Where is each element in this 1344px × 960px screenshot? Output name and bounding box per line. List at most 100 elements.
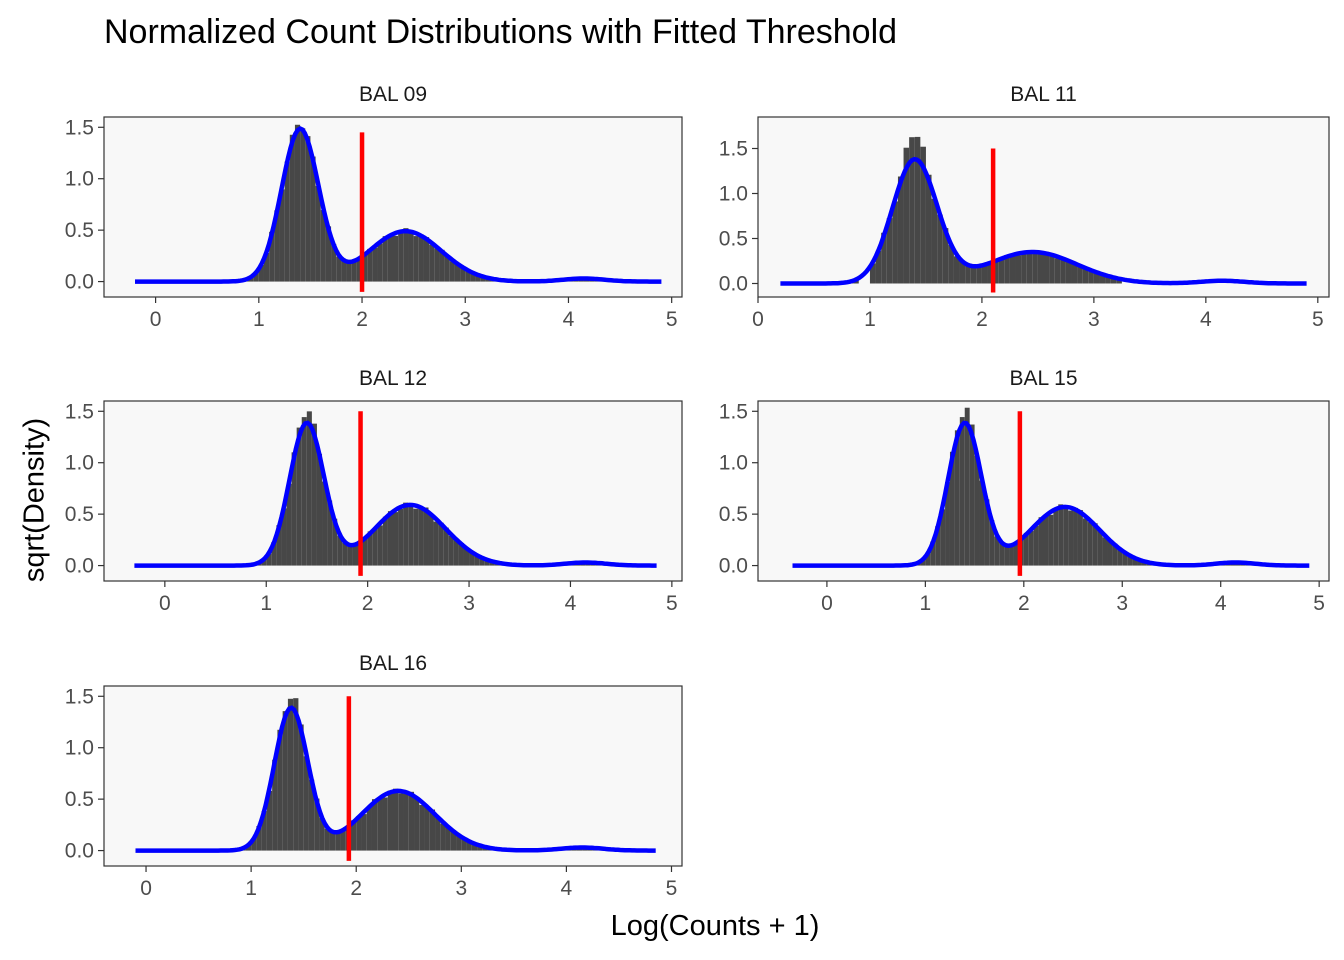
histogram-bar (1082, 518, 1088, 566)
histogram-bar (340, 830, 346, 851)
histogram-bar (1077, 266, 1083, 284)
histogram-bar (298, 724, 304, 851)
histogram-bar (454, 263, 461, 282)
histogram-bar (1092, 523, 1098, 566)
histogram-bar (408, 232, 414, 282)
histogram-bar (465, 270, 471, 282)
x-tick-label: 5 (1313, 592, 1325, 615)
histogram-bar (347, 543, 353, 566)
x-tick-label: 1 (864, 308, 876, 331)
histogram-bar (1087, 522, 1093, 566)
y-tick-label: 1.0 (719, 452, 748, 475)
y-tick-label: 1.0 (65, 452, 94, 475)
x-tick-label: 0 (752, 308, 764, 331)
histogram-bar (258, 264, 264, 282)
histogram-bar (475, 274, 481, 282)
histogram-bar (346, 260, 352, 282)
histogram-bar (1116, 278, 1122, 284)
histogram-bar (272, 759, 278, 851)
histogram-bar (460, 266, 466, 282)
panel-border (757, 400, 1330, 582)
histogram-bar (253, 271, 259, 282)
histogram-bar (1099, 274, 1106, 284)
histogram-bar (367, 248, 373, 282)
x-tick-label: 3 (455, 877, 467, 900)
histogram-bar (1053, 509, 1059, 566)
y-tick-label: 0.0 (65, 271, 94, 294)
histogram-bar (1013, 544, 1019, 566)
x-tick-label: 3 (459, 308, 471, 331)
histogram-bar (251, 838, 257, 851)
histogram-bar (276, 525, 282, 566)
density-curve (135, 126, 662, 284)
x-tick-label: 4 (565, 592, 577, 615)
histogram-bar (281, 508, 287, 566)
histogram-bar (976, 266, 982, 284)
facet-panel-1: BAL 09 0.0 0.5 1.0 1.5 0 1 2 3 4 5 (65, 83, 683, 331)
histogram-bar (372, 247, 378, 282)
histogram-bar (398, 793, 404, 851)
histogram-bar (393, 788, 399, 851)
histogram-bar (319, 818, 325, 851)
histogram-bar (408, 791, 415, 851)
histogram-bar (413, 508, 419, 566)
histogram-bar (444, 255, 450, 282)
histogram-bar (1037, 253, 1044, 284)
histogram-bar (937, 214, 943, 284)
histogram-bar (284, 161, 290, 282)
histogram-bar (261, 559, 267, 566)
histogram-bar (979, 480, 985, 566)
histogram-bar (463, 548, 470, 566)
histogram-bar (1082, 267, 1089, 284)
histogram-bar (886, 218, 893, 284)
histogram-bar (387, 790, 393, 851)
x-tick-label: 2 (976, 308, 988, 331)
histogram-bar (942, 228, 949, 284)
x-tick-label: 4 (563, 308, 575, 331)
histogram-bar (382, 236, 388, 282)
histogram-bar (377, 525, 383, 566)
histogram-bar (337, 535, 343, 566)
histogram-bar (925, 174, 932, 284)
histogram-bar (466, 840, 472, 851)
histogram-bar (945, 482, 950, 566)
histogram-bar (366, 806, 372, 851)
histogram-bar (342, 542, 348, 566)
histogram-bar (1004, 544, 1010, 566)
histogram-bar (964, 407, 970, 566)
x-tick-label: 3 (1116, 592, 1128, 615)
histogram-bar (974, 455, 980, 566)
histogram-bar (335, 831, 341, 851)
histogram-bar (931, 198, 938, 284)
histogram-bar (1033, 525, 1039, 566)
histogram-bar (479, 557, 485, 566)
y-tick-label: 0.5 (65, 219, 94, 242)
histogram-bar (256, 826, 262, 851)
histogram-bar (969, 424, 975, 566)
histogram-bar (423, 507, 429, 566)
histogram-bar (1093, 272, 1100, 284)
panel-border (103, 685, 683, 867)
histogram-bar (271, 542, 277, 566)
histogram-bar (925, 553, 931, 566)
histogram-bar (869, 263, 876, 284)
x-tick-label: 3 (463, 592, 475, 615)
histogram-bar (428, 515, 434, 566)
histogram-bar (1028, 530, 1034, 566)
histogram-bar (293, 698, 299, 851)
histogram-bar (461, 838, 467, 851)
histogram-bar (1004, 254, 1010, 284)
histogram-bar (1088, 269, 1094, 284)
x-tick-label: 5 (666, 308, 678, 331)
x-tick-label: 0 (150, 308, 162, 331)
histogram-bar (382, 797, 388, 851)
histogram-bar (352, 544, 358, 566)
facet-strip-label: BAL 09 (359, 83, 427, 106)
histogram-bar (993, 262, 999, 284)
histogram-bar (320, 210, 326, 282)
histogram-bar (1048, 514, 1054, 566)
y-tick-label: 0.5 (65, 503, 94, 526)
histogram-bar (316, 453, 323, 566)
x-tick-label: 4 (1200, 308, 1212, 331)
